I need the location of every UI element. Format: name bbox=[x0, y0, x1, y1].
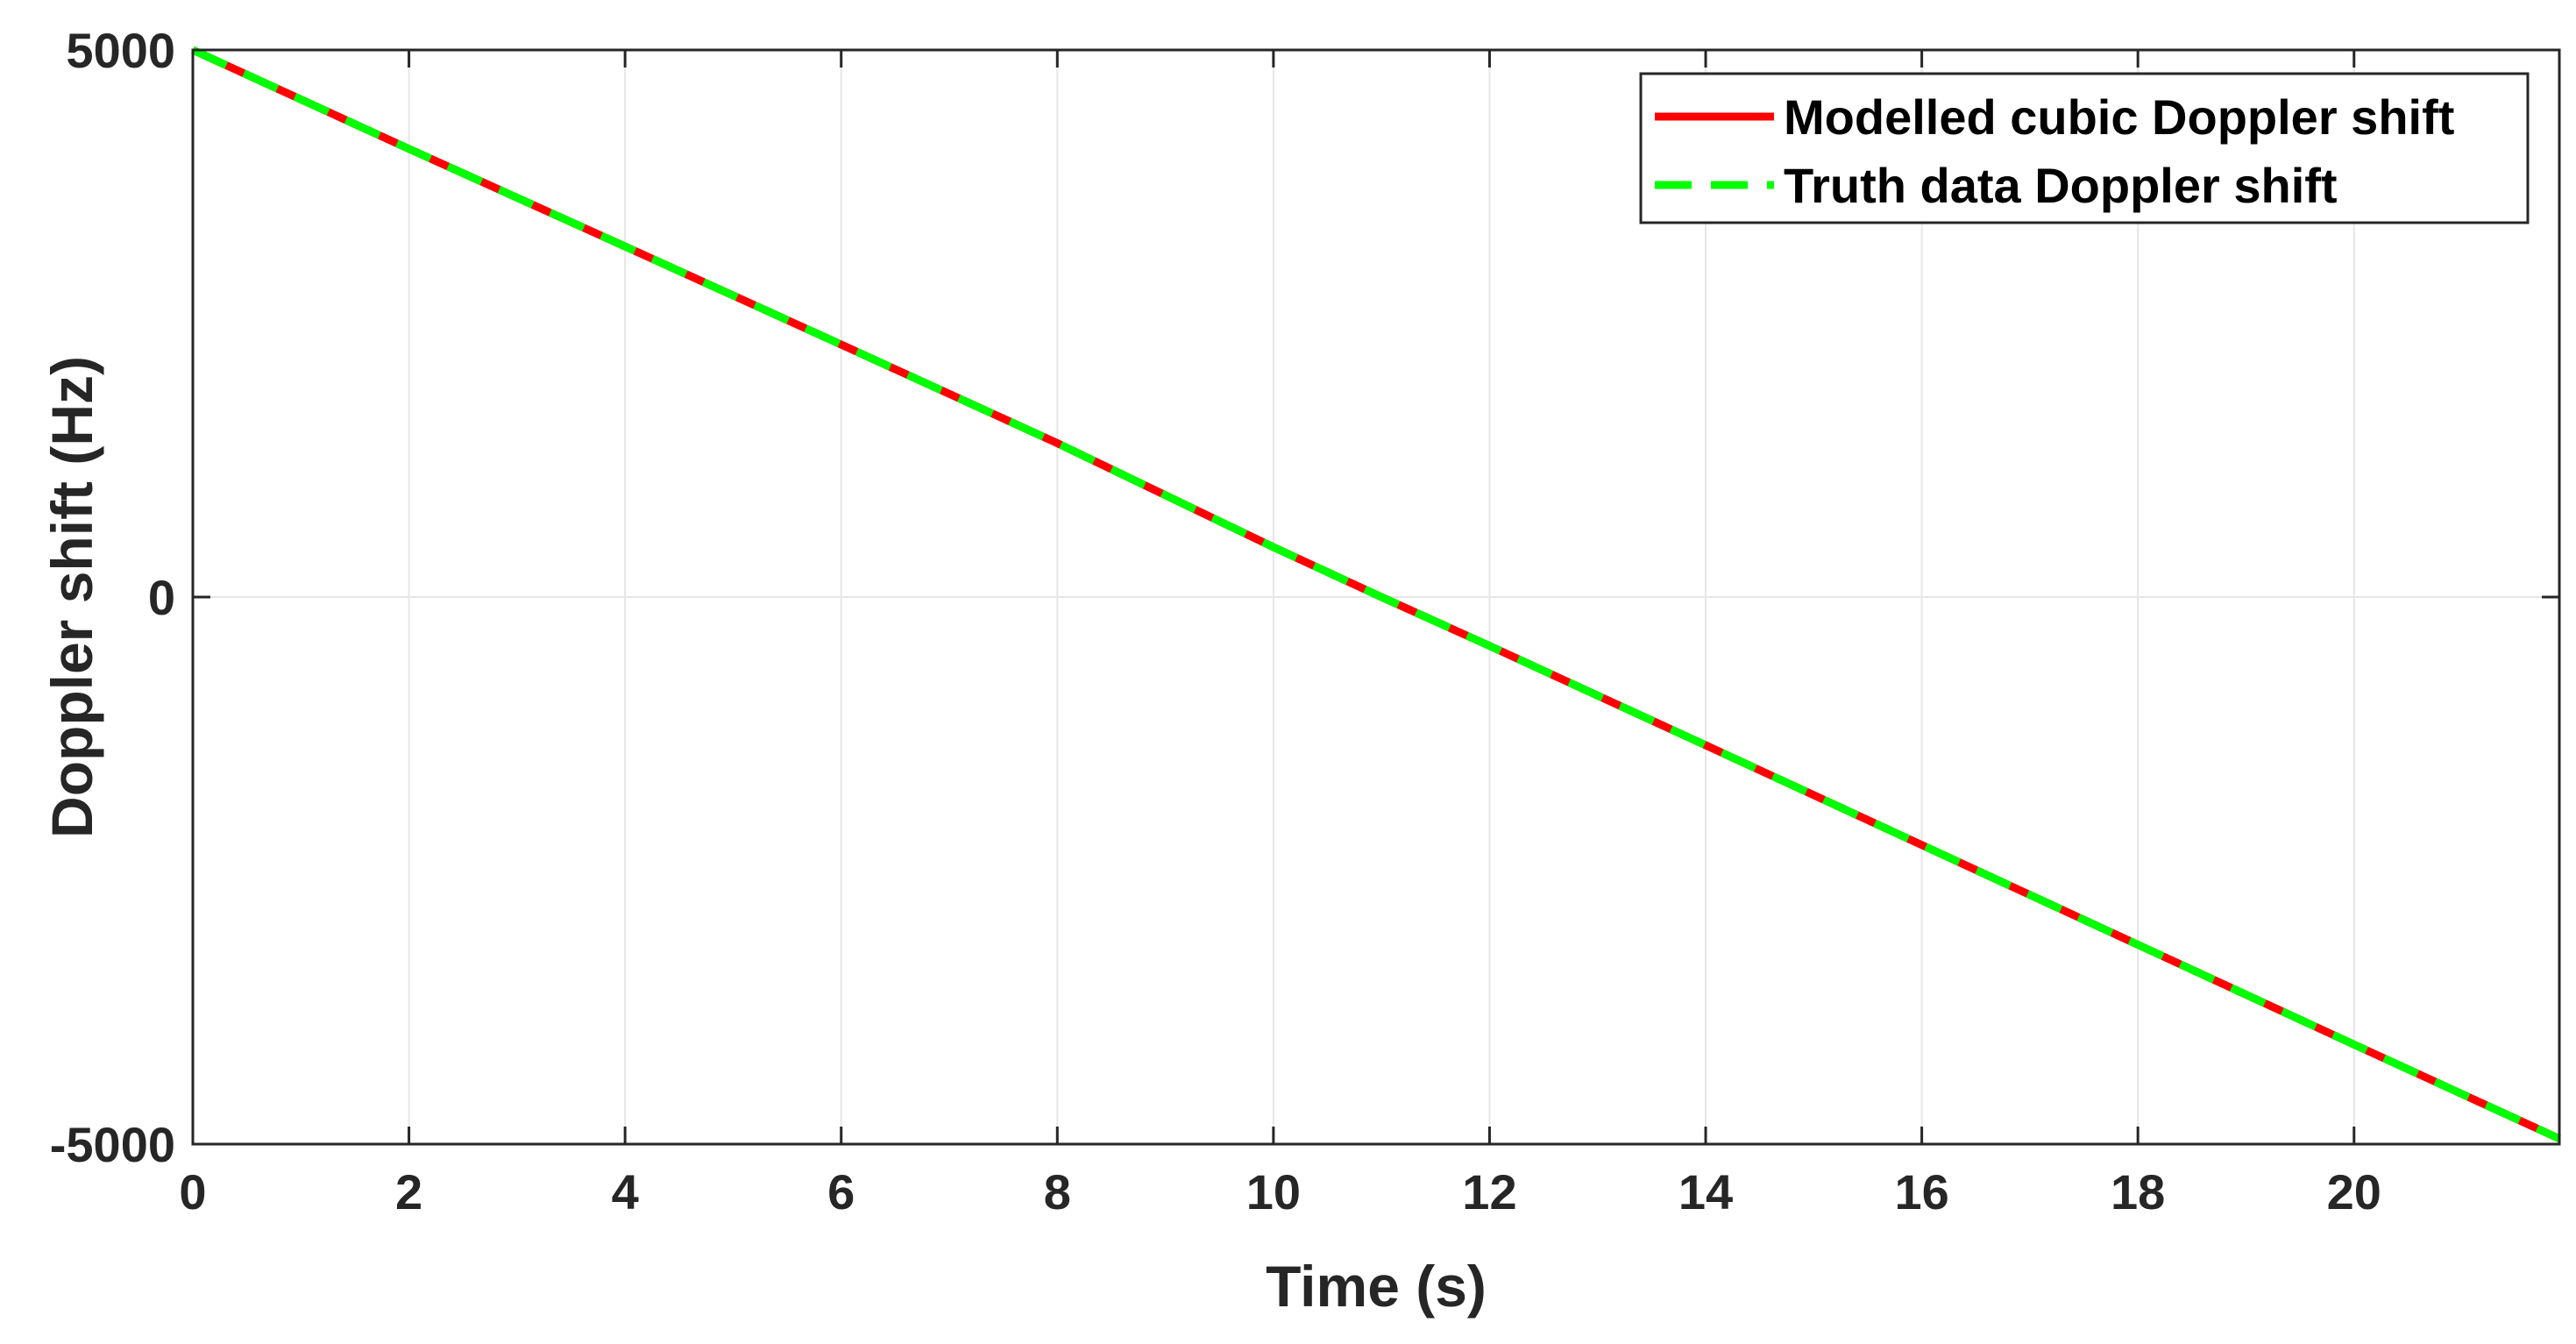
legend-label-truth: Truth data Doppler shift bbox=[1784, 158, 2338, 213]
legend-box bbox=[1639, 72, 2530, 224]
axes bbox=[191, 48, 2561, 1146]
x-tick-label: 0 bbox=[179, 1164, 206, 1220]
y-tick-label: 5000 bbox=[66, 23, 175, 78]
y-tick-label: 0 bbox=[148, 570, 175, 625]
x-tick-label: 16 bbox=[1894, 1164, 1948, 1220]
x-axis-label: Time (s) bbox=[1266, 1254, 1487, 1319]
legend-label-modelled: Modelled cubic Doppler shift bbox=[1784, 89, 2454, 145]
legend: Modelled cubic Doppler shift Truth data … bbox=[1639, 72, 2530, 224]
x-tick-label: 4 bbox=[612, 1164, 639, 1220]
x-tick-label: 18 bbox=[2111, 1164, 2165, 1220]
x-tick-label: 10 bbox=[1246, 1164, 1301, 1220]
x-tick-label: 14 bbox=[1678, 1164, 1733, 1220]
y-axis-label: Doppler shift (Hz) bbox=[39, 356, 104, 838]
series-lines bbox=[191, 46, 2561, 1142]
y-tick-label: -5000 bbox=[50, 1117, 175, 1172]
x-tick-label: 8 bbox=[1044, 1164, 1071, 1220]
series-truth-line bbox=[191, 46, 2561, 1142]
x-tick-label: 2 bbox=[395, 1164, 422, 1220]
x-tick-label: 6 bbox=[827, 1164, 855, 1220]
x-tick-label: 20 bbox=[2327, 1164, 2381, 1220]
x-tick-label: 12 bbox=[1462, 1164, 1516, 1220]
